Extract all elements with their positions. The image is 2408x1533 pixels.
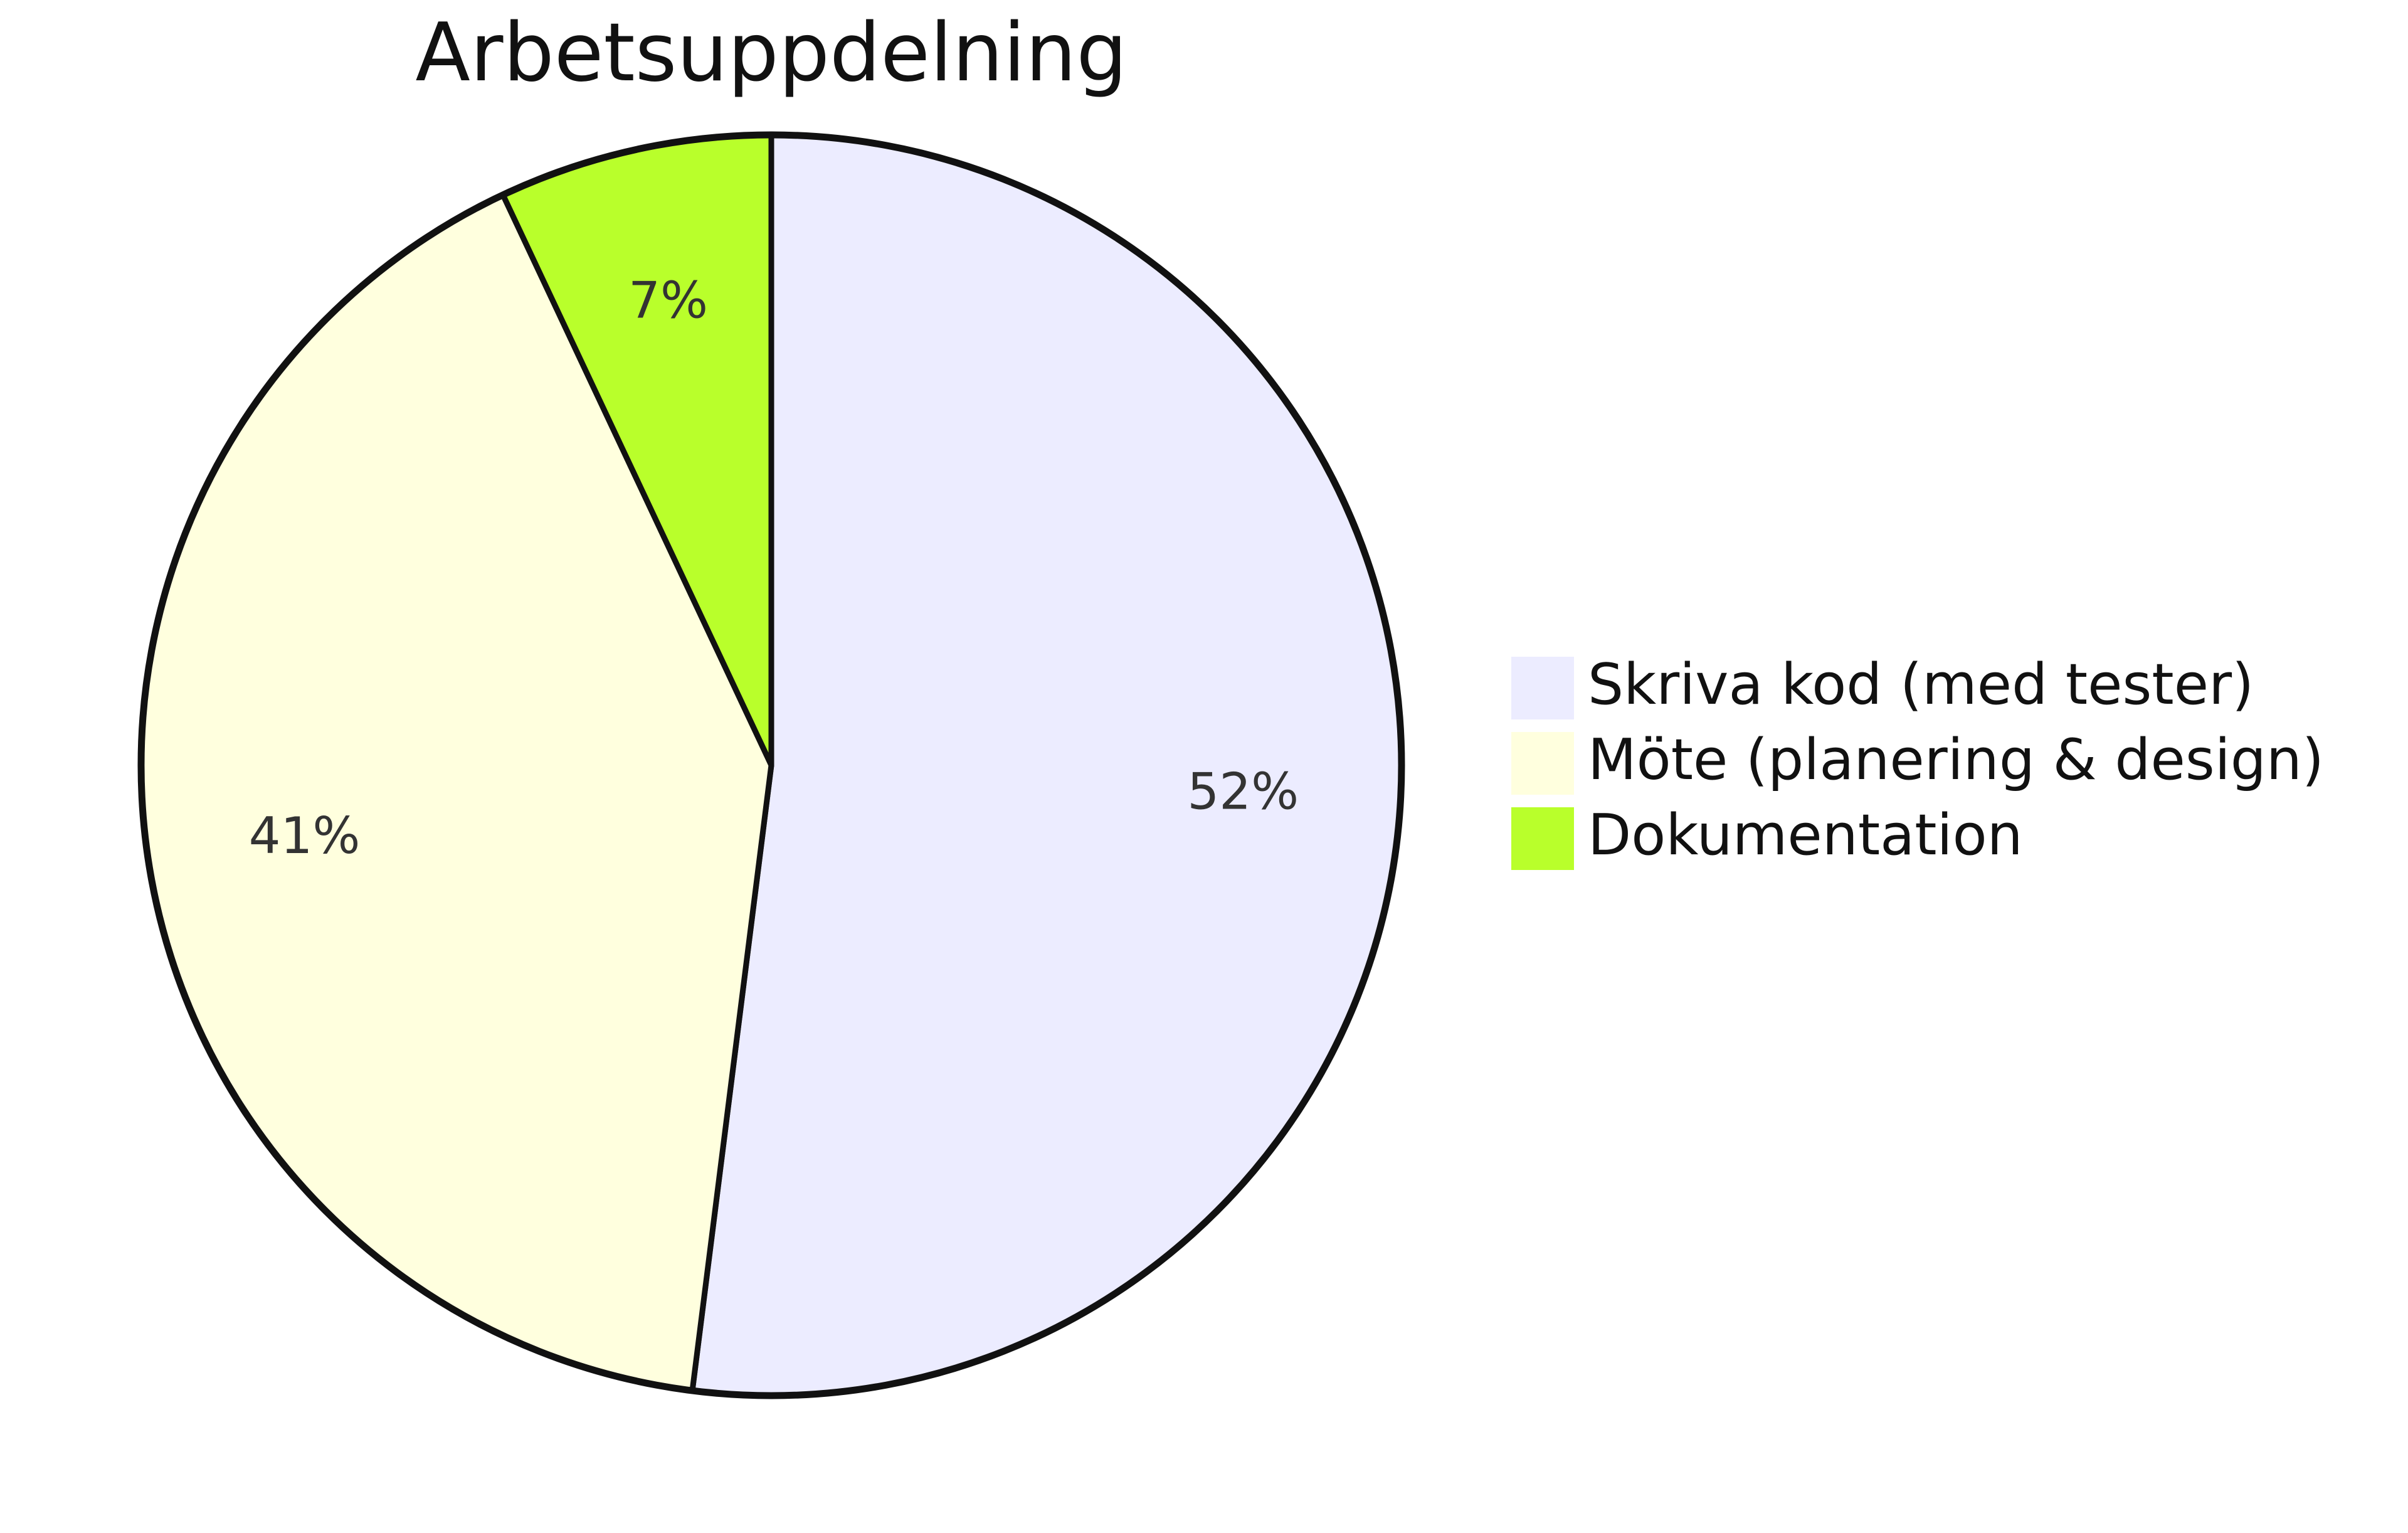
slice-percent-label: 52%: [1187, 762, 1299, 820]
legend: Skriva kod (med tester) Möte (planering &…: [1511, 652, 2324, 870]
legend-label: Möte (planering & design): [1588, 727, 2324, 793]
legend-swatch: [1511, 732, 1574, 795]
chart-title: Arbetsuppdelning: [415, 6, 1127, 100]
pie-outline: [137, 131, 1405, 1399]
slice-labels: 52% 41% 7%: [249, 271, 1299, 865]
slice-percent-label: 41%: [249, 807, 361, 865]
legend-label: Dokumentation: [1588, 802, 2023, 868]
slice-percent-label: 7%: [628, 271, 708, 329]
legend-swatch: [1511, 657, 1574, 719]
legend-swatch: [1511, 807, 1574, 870]
legend-label: Skriva kod (med tester): [1588, 652, 2254, 718]
